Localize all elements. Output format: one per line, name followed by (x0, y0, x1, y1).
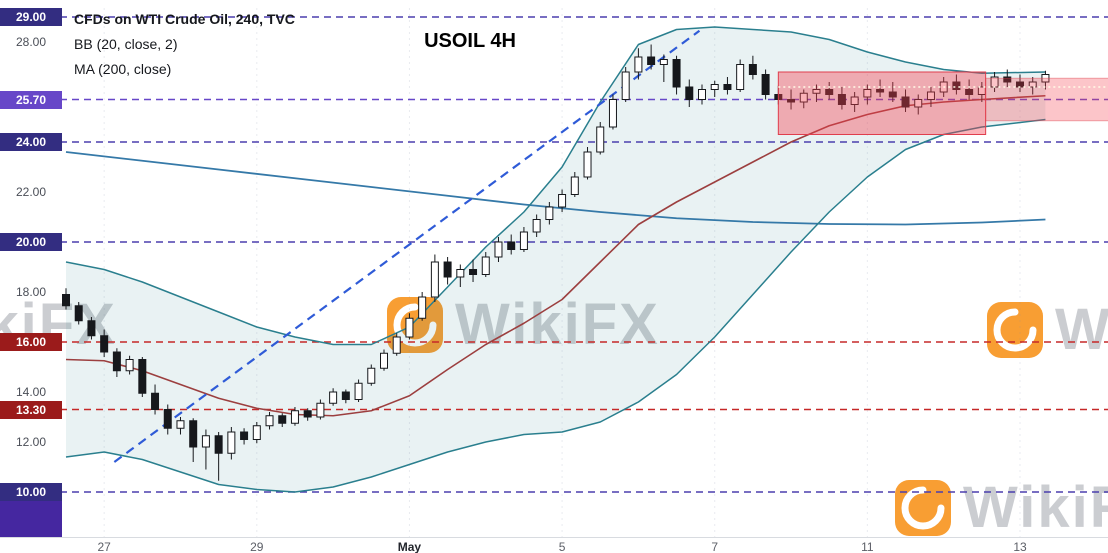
wikifx-logo-icon (385, 295, 445, 355)
time-axis-label: 7 (711, 540, 719, 553)
time-axis-label: 29 (250, 540, 264, 553)
price-axis[interactable]: 29.00 28.00 25.70 24.00 22.00 20.00 18.00 16.00… (0, 0, 62, 553)
watermark-text: WikiFX (963, 475, 1108, 540)
supply-zone[interactable] (985, 77, 1108, 122)
watermark-text: WikiFX (1055, 297, 1108, 362)
chart-legend: CFDs on WTI Crude Oil, 240, TVC BB (20, … (74, 6, 295, 82)
time-axis-label: 13 (1013, 540, 1027, 553)
price-level-badge[interactable]: 24.00 (0, 133, 62, 151)
price-level-badge[interactable]: 16.00 (0, 333, 62, 351)
price-level-badge[interactable]: 13.30 (0, 400, 62, 419)
price-axis-label: 22.00 (15, 185, 47, 199)
wikifx-logo-icon (893, 478, 953, 538)
supply-zone[interactable] (777, 71, 987, 135)
time-axis[interactable]: 27 29 May 5 7 11 13 (0, 537, 1108, 553)
watermark-center: WikiFX (385, 291, 660, 358)
time-axis-label: 11 (861, 540, 874, 553)
price-axis-label: 18.00 (15, 285, 47, 299)
legend-symbol[interactable]: CFDs on WTI Crude Oil, 240, TVC (74, 11, 295, 27)
chart-title: USOIL 4H (424, 30, 516, 52)
bollinger-band-fill (66, 27, 1046, 492)
legend-indicator-bb[interactable]: BB (20, close, 2) (74, 36, 178, 52)
candles-series (62, 44, 1050, 481)
price-level-badge[interactable]: 20.00 (0, 233, 62, 251)
watermark-bottom-right: WikiFX (893, 474, 1108, 541)
price-axis-label: 14.00 (15, 385, 47, 399)
watermark-right: WikiFX (985, 296, 1108, 363)
price-axis-label: 12.00 (15, 435, 47, 449)
time-axis-label: 27 (97, 540, 111, 553)
price-level-badge[interactable]: 29.00 (0, 8, 62, 26)
price-axis-label: 28.00 (15, 35, 47, 49)
legend-indicator-ma[interactable]: MA (200, close) (74, 61, 172, 77)
trend-line[interactable] (113, 29, 701, 463)
price-level-badge[interactable]: 25.70 (0, 90, 62, 109)
time-axis-label: May (397, 540, 422, 553)
axis-strip-purple (0, 501, 62, 537)
price-level-badge[interactable]: 10.00 (0, 483, 62, 501)
time-axis-label: 5 (558, 540, 566, 553)
